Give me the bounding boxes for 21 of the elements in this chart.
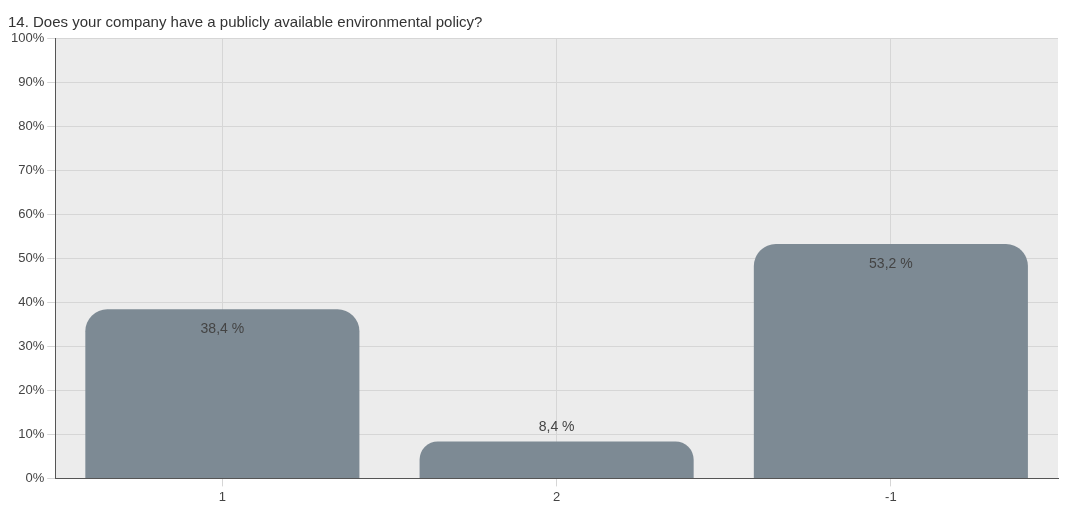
y-tick-label: 90% bbox=[18, 73, 45, 89]
data-label: 8,4 % bbox=[538, 418, 575, 435]
x-tick-label: -1 bbox=[885, 488, 897, 504]
y-tick-label: 80% bbox=[18, 117, 45, 133]
y-tick-label: 0% bbox=[25, 469, 45, 485]
y-tick-label: 50% bbox=[18, 249, 45, 265]
y-tick-label: 30% bbox=[18, 337, 45, 353]
y-tick-label: 70% bbox=[18, 161, 45, 177]
y-tick-label: 20% bbox=[18, 381, 45, 397]
x-tick-label: 1 bbox=[218, 488, 226, 504]
y-tick-label: 60% bbox=[18, 205, 45, 221]
y-tick-label: 100% bbox=[11, 29, 45, 45]
bar bbox=[419, 441, 694, 478]
y-tick-label: 10% bbox=[18, 425, 45, 441]
bar bbox=[753, 244, 1028, 478]
data-label: 53,2 % bbox=[869, 254, 913, 271]
data-label: 38,4 % bbox=[200, 320, 245, 337]
x-tick-label: 2 bbox=[553, 488, 561, 504]
chart-title: 14. Does your company have a publicly available environmental policy? bbox=[8, 13, 483, 31]
y-tick-label: 40% bbox=[18, 293, 45, 309]
bar bbox=[85, 309, 360, 478]
